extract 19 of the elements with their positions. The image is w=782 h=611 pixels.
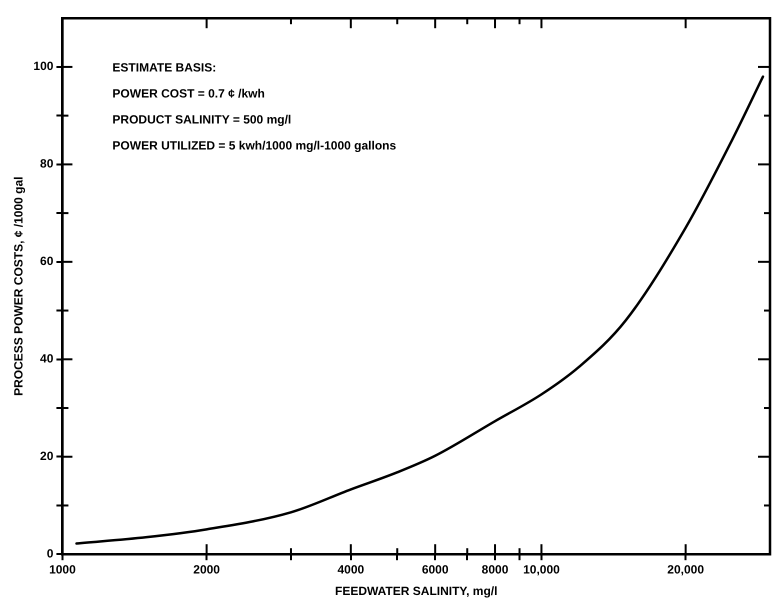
x-axis-title: FEEDWATER SALINITY, mg/l bbox=[334, 584, 498, 598]
x-tick-label: 4000 bbox=[337, 562, 364, 577]
y-axis-title: PROCESS POWER COSTS, ¢ /1000 gal bbox=[12, 176, 26, 396]
annotation: ESTIMATE BASIS: bbox=[112, 60, 216, 75]
annotation: POWER UTILIZED = 5 kwh/1000 mg/l-1000 gallons bbox=[112, 138, 396, 153]
x-tick-label: 2000 bbox=[193, 562, 220, 577]
y-tick-label: 60 bbox=[40, 254, 54, 268]
x-tick-label: 1000 bbox=[49, 562, 76, 577]
y-tick-label: 80 bbox=[40, 156, 54, 171]
x-tick-label: 8000 bbox=[482, 562, 509, 577]
y-tick-label: 20 bbox=[40, 449, 54, 464]
y-tick-label: 40 bbox=[40, 352, 54, 366]
x-tick-label: 10,000 bbox=[523, 562, 560, 577]
y-tick-label: 100 bbox=[33, 59, 54, 74]
y-tick-label: 0 bbox=[46, 546, 54, 561]
x-tick-label: 20,000 bbox=[667, 562, 704, 577]
x-tick-label: 6000 bbox=[422, 562, 449, 577]
annotation: PRODUCT SALINITY = 500 mg/l bbox=[112, 112, 292, 127]
annotation: POWER COST = 0.7 ¢ /kwh bbox=[112, 86, 265, 101]
